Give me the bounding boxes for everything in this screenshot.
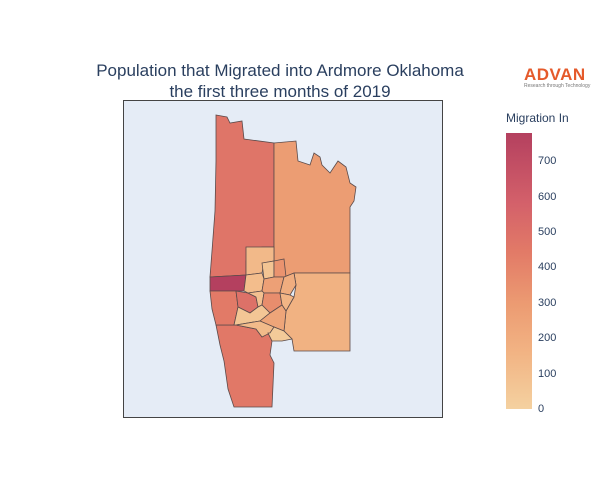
region-central-h[interactable] [279,292,295,312]
region-west-edge[interactable] [209,274,247,292]
map-title: Population that Migrated into Ardmore Ok… [0,60,560,102]
title-line-1: Population that Migrated into Ardmore Ok… [96,61,464,80]
region-central-a[interactable] [261,260,275,280]
region-north-east[interactable] [273,140,357,278]
choropleth-map[interactable] [123,100,443,418]
colorbar-title: Migration In [506,111,569,125]
colorbar-tick: 400 [538,261,557,274]
logo-tagline: Research through Technology [524,83,591,89]
colorbar-tick: 700 [538,155,557,168]
region-central-c[interactable] [243,272,265,294]
region-central-e[interactable] [279,272,297,296]
colorbar-tick: 500 [538,226,557,239]
region-south-west[interactable] [215,324,275,408]
logo-wordmark: ADVAN [524,65,586,84]
colorbar-tick: 300 [538,296,557,309]
colorbar-tick: 100 [538,367,557,380]
title-line-2: the first three months of 2019 [169,82,391,101]
map-svg[interactable] [124,101,442,417]
colorbar-tick: 0 [538,403,545,415]
region-west-mid[interactable] [209,290,239,326]
advan-logo: ADVAN Research through Technology [524,66,594,89]
region-central-b[interactable] [273,258,287,278]
colorbar-tick: 600 [538,190,557,203]
region-central-l[interactable] [267,326,293,342]
colorbar-tick: 200 [538,332,557,345]
colorbar-gradient [506,133,532,409]
